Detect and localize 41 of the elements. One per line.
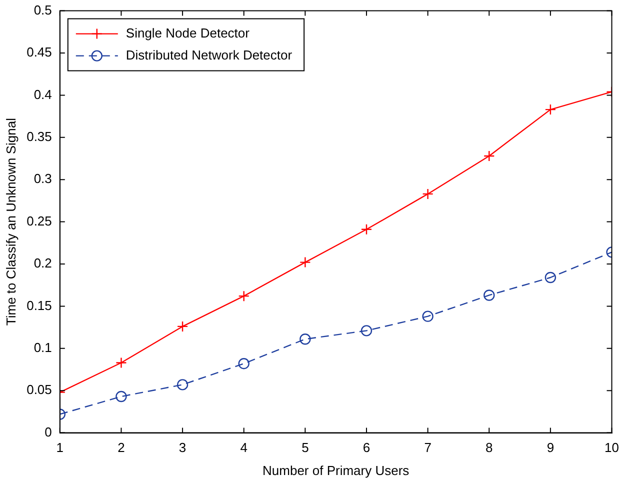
y-tick-label: 0.05 (26, 382, 52, 398)
x-tick-label: 6 (362, 440, 370, 456)
y-tick-label: 0.2 (34, 256, 52, 271)
x-tick-label: 3 (178, 440, 186, 456)
point (176, 320, 188, 332)
legend-label: Distributed Network Detector (126, 47, 293, 62)
point (238, 358, 250, 370)
x-tick-label: 5 (302, 440, 309, 456)
y-tick-label: 0.45 (26, 44, 52, 60)
point (300, 256, 311, 268)
x-tick-label: 2 (118, 440, 125, 456)
point (360, 325, 372, 336)
x-axis-title: Number of Primary Users (262, 462, 410, 478)
x-tick-label: 1 (56, 440, 64, 456)
point (422, 310, 434, 322)
x-tick-label: 10 (604, 440, 620, 456)
y-tick-label: 0.5 (34, 2, 52, 18)
point (484, 290, 495, 301)
point (238, 290, 250, 302)
x-tick-label: 8 (486, 440, 493, 456)
y-tick-label: 0.25 (26, 213, 52, 228)
point (116, 357, 127, 368)
y-tick-label: 0.15 (26, 298, 52, 313)
y-tick-label: 0.35 (26, 128, 52, 144)
y-axis-title: Time to Classify an Unknown Signal (3, 118, 18, 326)
y-tick-label: 0 (44, 424, 52, 440)
point (544, 104, 556, 116)
x-tick-label: 4 (240, 440, 248, 456)
point (300, 334, 311, 345)
y-tick-label: 0.4 (34, 86, 52, 102)
point (176, 379, 188, 390)
point (544, 272, 556, 284)
y-tick-label: 0.3 (34, 171, 52, 186)
y-tick-label: 0.1 (34, 340, 52, 355)
point (484, 150, 495, 162)
point (360, 224, 372, 235)
legend-label: Single Node Detector (126, 25, 250, 40)
point (116, 390, 127, 402)
x-tick-label: 9 (546, 440, 554, 456)
point (422, 188, 434, 200)
x-tick-label: 7 (424, 440, 432, 456)
